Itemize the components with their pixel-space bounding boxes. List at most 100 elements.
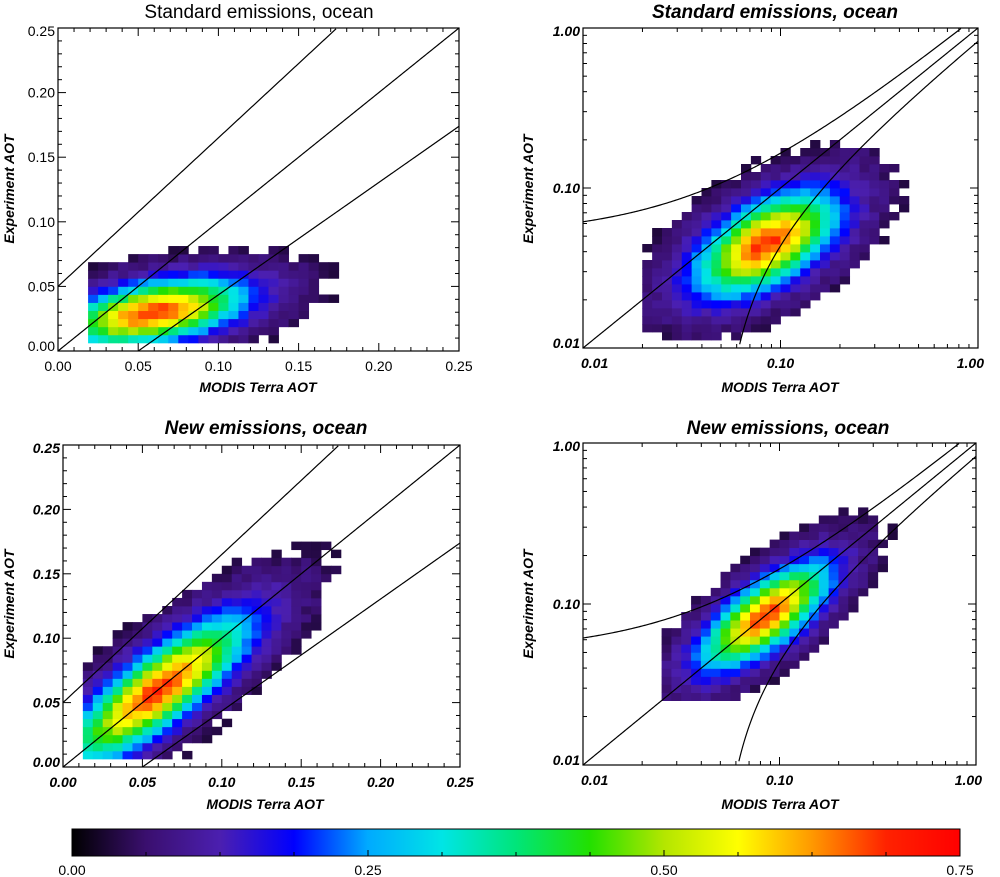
heatmap-cell bbox=[849, 236, 860, 245]
heatmap-cell bbox=[88, 334, 99, 344]
heatmap-cell bbox=[221, 581, 233, 591]
heatmap-cell bbox=[700, 652, 712, 661]
heatmap-cell bbox=[231, 597, 243, 607]
heatmap-cell bbox=[98, 262, 109, 271]
heatmap-cell bbox=[132, 678, 143, 687]
heatmap-cell bbox=[770, 276, 781, 285]
heatmap-cell bbox=[251, 670, 262, 679]
heatmap-cell bbox=[839, 196, 851, 205]
heatmap-cell bbox=[839, 212, 851, 221]
heatmap-cell bbox=[741, 180, 752, 189]
x-tick-label: 0.01 bbox=[581, 772, 608, 788]
heatmap-cell bbox=[867, 531, 879, 540]
heatmap-cell bbox=[700, 628, 712, 637]
heatmap-cell bbox=[231, 606, 243, 615]
heatmap-cell bbox=[849, 212, 860, 221]
heatmap-cell bbox=[662, 228, 673, 237]
heatmap-cell bbox=[780, 156, 791, 165]
heatmap-cell bbox=[268, 302, 279, 312]
heatmap-cell bbox=[701, 252, 712, 261]
heatmap-cell bbox=[248, 278, 259, 287]
heatmap-cell bbox=[780, 220, 791, 229]
heatmap-cell bbox=[211, 606, 223, 615]
reference-line-upper bbox=[57, 28, 337, 287]
heatmap-cell bbox=[201, 606, 213, 615]
heatmap-cell bbox=[800, 156, 811, 165]
heatmap-cell bbox=[829, 204, 841, 213]
heatmap-cell bbox=[228, 334, 239, 344]
heatmap-cell bbox=[201, 662, 213, 671]
heatmap-cell bbox=[839, 148, 851, 157]
heatmap-cell bbox=[298, 270, 310, 279]
heatmap-cell bbox=[858, 579, 869, 589]
heatmap-cell bbox=[720, 604, 731, 613]
heatmap-cell bbox=[741, 292, 752, 301]
heatmap-cell bbox=[780, 244, 791, 253]
heatmap-cell bbox=[192, 630, 203, 639]
heatmap-cell bbox=[859, 228, 870, 237]
heatmap-cell bbox=[268, 270, 279, 279]
heatmap-cell bbox=[221, 646, 233, 655]
heatmap-cell bbox=[182, 606, 193, 615]
heatmap-cell bbox=[701, 260, 712, 269]
heatmap-cell bbox=[808, 587, 820, 597]
heatmap-cell bbox=[780, 228, 791, 237]
heatmap-cell bbox=[661, 684, 672, 693]
heatmap-cell bbox=[681, 284, 693, 293]
heatmap-cell bbox=[849, 188, 860, 197]
heatmap-cell bbox=[769, 636, 780, 645]
y-tick-label: 0.15 bbox=[28, 149, 55, 165]
heatmap-cell bbox=[188, 270, 199, 279]
heatmap-cell bbox=[652, 260, 663, 269]
heatmap-cell bbox=[789, 547, 800, 557]
heatmap-cell bbox=[132, 646, 143, 655]
heatmap-cell bbox=[102, 742, 114, 752]
heatmap-cell bbox=[172, 662, 183, 671]
heatmap-cell bbox=[710, 595, 721, 605]
heatmap-cell bbox=[820, 228, 831, 237]
heatmap-cell bbox=[231, 678, 243, 687]
heatmap-cell bbox=[849, 260, 860, 269]
heatmap-cell bbox=[208, 270, 219, 279]
heatmap-cell bbox=[750, 612, 761, 621]
heatmap-cell bbox=[711, 228, 722, 237]
heatmap-cell bbox=[750, 644, 761, 653]
heatmap-cell bbox=[720, 571, 731, 581]
heatmap-cell bbox=[810, 140, 821, 149]
heatmap-cell bbox=[291, 646, 302, 655]
heatmap-cell bbox=[889, 188, 900, 197]
heatmap-cell bbox=[711, 308, 722, 317]
heatmap-cell bbox=[681, 612, 692, 621]
heatmap-cell bbox=[148, 278, 159, 287]
heatmap-cell bbox=[218, 302, 229, 312]
heatmap-cell bbox=[301, 606, 312, 615]
heatmap-cell bbox=[182, 750, 193, 760]
heatmap-cell bbox=[740, 579, 751, 589]
heatmap-cell bbox=[750, 300, 762, 309]
heatmap-cell bbox=[829, 148, 841, 157]
heatmap-cell bbox=[711, 332, 722, 341]
heatmap-cell bbox=[867, 579, 879, 589]
plot-frame bbox=[62, 444, 461, 768]
heatmap-cell bbox=[271, 557, 282, 567]
heatmap-cell bbox=[168, 262, 179, 271]
heatmap-cell bbox=[652, 316, 663, 325]
heatmap-cell bbox=[770, 212, 781, 221]
heatmap-cell bbox=[800, 236, 811, 245]
heatmap-cell bbox=[838, 507, 849, 516]
heatmap-cell bbox=[828, 523, 839, 532]
heatmap-cell bbox=[839, 204, 851, 213]
heatmap-cell bbox=[311, 541, 322, 551]
heatmap-cell bbox=[221, 565, 233, 575]
heatmap-cell bbox=[671, 260, 683, 269]
heatmap-cell bbox=[228, 246, 239, 255]
heatmap-cell bbox=[701, 324, 712, 333]
heatmap-cell bbox=[102, 654, 114, 663]
heatmap-cell bbox=[681, 244, 693, 253]
heatmap-cell bbox=[760, 244, 772, 253]
heatmap-cell bbox=[789, 628, 800, 637]
heatmap-cell bbox=[162, 662, 173, 671]
heatmap-cell bbox=[750, 308, 762, 317]
heatmap-cell bbox=[221, 678, 233, 687]
heatmap-cell bbox=[102, 694, 114, 703]
